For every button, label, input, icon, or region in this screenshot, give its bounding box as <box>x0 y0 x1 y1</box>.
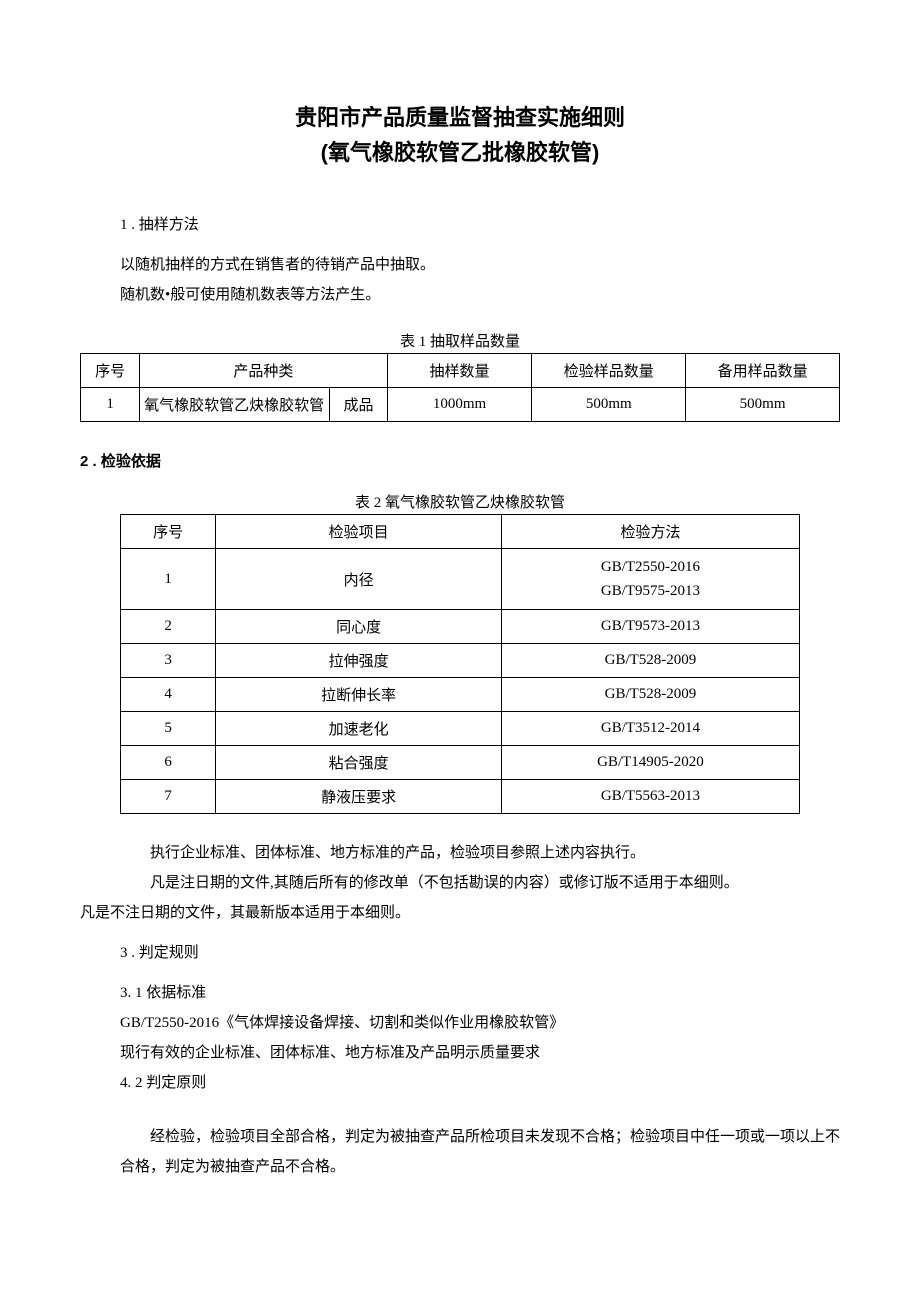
section-3-1: 3. 1 依据标准 <box>120 978 840 1008</box>
td2-item: 同心度 <box>216 610 502 644</box>
th-qty: 抽样数量 <box>387 354 532 388</box>
td2-method: GB/T528-2009 <box>501 678 799 712</box>
section-1-p2: 随机数•般可使用随机数表等方法产生。 <box>120 280 840 310</box>
table2-row: 1 内径 GB/T2550-2016 GB/T9575-2013 <box>121 549 800 610</box>
th-spare: 备用样品数量 <box>686 354 840 388</box>
table1-caption: 表 1 抽取样品数量 <box>80 330 840 351</box>
td2-item: 拉断伸长率 <box>216 678 502 712</box>
section-3-heading: 3 . 判定规则 <box>120 938 840 968</box>
td2-method-a: GB/T2550-2016 <box>506 555 795 579</box>
table1-header-row: 序号 产品种类 抽样数量 检验样品数量 备用样品数量 <box>81 354 840 388</box>
th-seq: 序号 <box>81 354 140 388</box>
td2-method: GB/T9573-2013 <box>501 610 799 644</box>
table2-row: 5 加速老化 GB/T3512-2014 <box>121 712 800 746</box>
td-type-b: 成品 <box>330 388 387 422</box>
td2-method-b: GB/T9575-2013 <box>506 579 795 603</box>
table1-row: 1 氧气橡胶软管乙炔橡胶软管 成品 1000mm 500mm 500mm <box>81 388 840 422</box>
td2-method: GB/T528-2009 <box>501 644 799 678</box>
td2-item: 拉伸强度 <box>216 644 502 678</box>
para-after-t2-3: 凡是不注日期的文件，其最新版本适用于本细则。 <box>80 898 840 928</box>
table2-row: 3 拉伸强度 GB/T528-2009 <box>121 644 800 678</box>
th2-seq: 序号 <box>121 515 216 549</box>
th-insp: 检验样品数量 <box>532 354 686 388</box>
table2-row: 6 粘合强度 GB/T14905-2020 <box>121 746 800 780</box>
table2-header-row: 序号 检验项目 检验方法 <box>121 515 800 549</box>
td2-method: GB/T14905-2020 <box>501 746 799 780</box>
table2-row: 2 同心度 GB/T9573-2013 <box>121 610 800 644</box>
title-line2: (氧气橡胶软管乙批橡胶软管) <box>80 135 840 170</box>
td2-seq: 1 <box>121 549 216 610</box>
section-1-p1: 以随机抽样的方式在销售者的待销产品中抽取。 <box>120 250 840 280</box>
td2-seq: 5 <box>121 712 216 746</box>
final-para: 经检验，检验项目全部合格，判定为被抽查产品所检项目未发现不合格；检验项目中任一项… <box>120 1122 840 1182</box>
section-4-2: 4. 2 判定原则 <box>120 1068 840 1098</box>
td-qty: 1000mm <box>387 388 532 422</box>
section-3-gb: GB/T2550-2016《气体焊接设备焊接、切割和类似作业用橡胶软管》 <box>120 1008 840 1038</box>
th-type: 产品种类 <box>140 354 388 388</box>
section-3-std: 现行有效的企业标准、团体标准、地方标准及产品明示质量要求 <box>120 1038 840 1068</box>
th2-method: 检验方法 <box>501 515 799 549</box>
td2-seq: 4 <box>121 678 216 712</box>
td2-method: GB/T2550-2016 GB/T9575-2013 <box>501 549 799 610</box>
td2-seq: 6 <box>121 746 216 780</box>
td-type-a: 氧气橡胶软管乙炔橡胶软管 <box>140 388 330 422</box>
td2-item: 内径 <box>216 549 502 610</box>
td2-method: GB/T3512-2014 <box>501 712 799 746</box>
td2-item: 静液压要求 <box>216 780 502 814</box>
table2-row: 4 拉断伸长率 GB/T528-2009 <box>121 678 800 712</box>
table2-row: 7 静液压要求 GB/T5563-2013 <box>121 780 800 814</box>
td-insp: 500mm <box>532 388 686 422</box>
td-spare: 500mm <box>686 388 840 422</box>
para-after-t2-1: 执行企业标准、团体标准、地方标准的产品，检验项目参照上述内容执行。 <box>120 838 840 868</box>
th2-item: 检验项目 <box>216 515 502 549</box>
section-2-heading: 2 . 检验依据 <box>80 450 840 471</box>
td2-seq: 7 <box>121 780 216 814</box>
table2-caption: 表 2 氧气橡胶软管乙炔橡胶软管 <box>80 491 840 512</box>
td2-method: GB/T5563-2013 <box>501 780 799 814</box>
td2-item: 粘合强度 <box>216 746 502 780</box>
table2: 序号 检验项目 检验方法 1 内径 GB/T2550-2016 GB/T9575… <box>120 514 800 814</box>
td2-seq: 3 <box>121 644 216 678</box>
title-line1: 贵阳市产品质量监督抽查实施细则 <box>80 100 840 135</box>
td2-seq: 2 <box>121 610 216 644</box>
table1: 序号 产品种类 抽样数量 检验样品数量 备用样品数量 1 氧气橡胶软管乙炔橡胶软… <box>80 353 840 422</box>
para-after-t2-2: 凡是注日期的文件,其随后所有的修改单（不包括勘误的内容）或修订版不适用于本细则。 <box>120 868 840 898</box>
section-1-heading: 1 . 抽样方法 <box>120 210 840 240</box>
td2-item: 加速老化 <box>216 712 502 746</box>
td-seq: 1 <box>81 388 140 422</box>
